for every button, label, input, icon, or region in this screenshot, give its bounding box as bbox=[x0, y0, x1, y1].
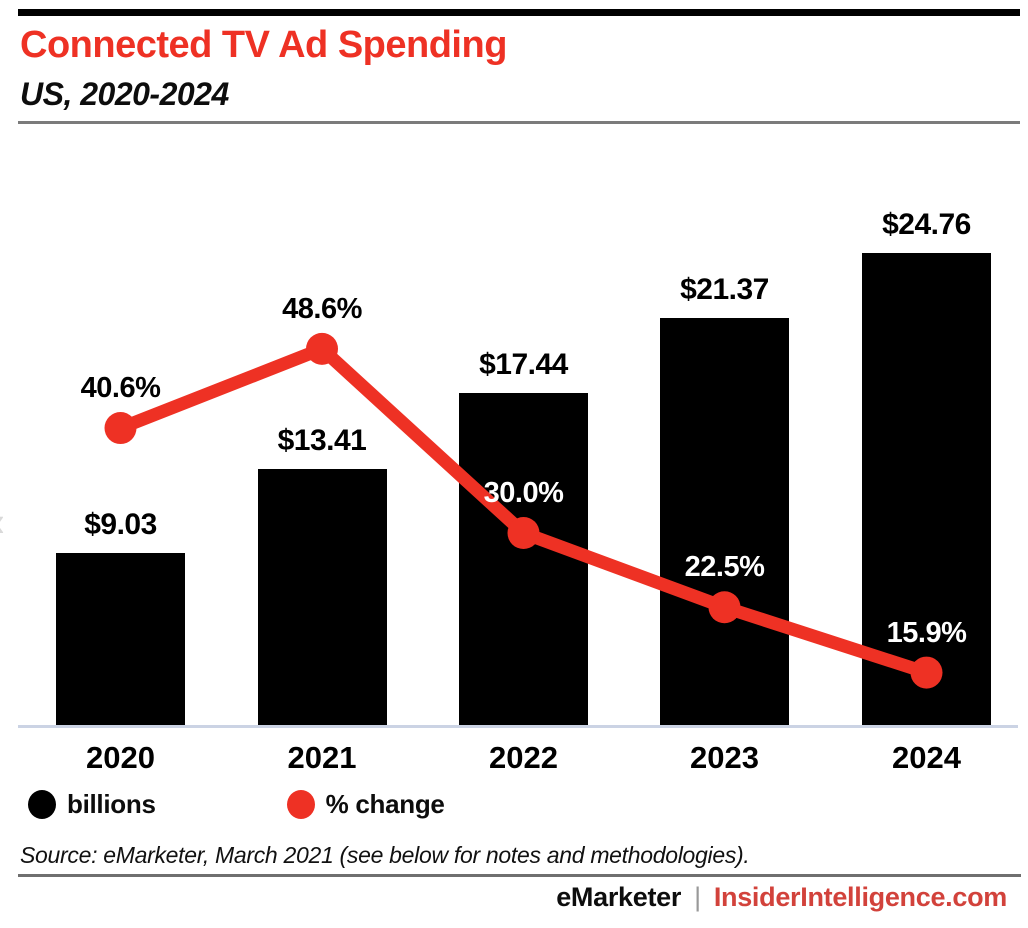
bar-value-label-2024: $24.76 bbox=[882, 208, 971, 242]
legend-bars-label: billions bbox=[67, 789, 156, 819]
footer-branding: eMarketer | InsiderIntelligence.com bbox=[556, 882, 1007, 913]
x-axis-label-2020: 2020 bbox=[86, 740, 155, 775]
chart-legend: billions % change bbox=[28, 789, 445, 820]
pct-label-2020: 40.6% bbox=[80, 372, 161, 405]
page-title: Connected TV Ad Spending bbox=[20, 24, 507, 66]
footer-separator: | bbox=[694, 882, 701, 912]
footer-brand: eMarketer bbox=[556, 882, 682, 912]
footer-divider bbox=[18, 874, 1021, 877]
bar-2020 bbox=[56, 552, 185, 725]
pct-label-2021: 48.6% bbox=[282, 292, 362, 325]
bar-value-label-2023: $21.37 bbox=[680, 272, 769, 306]
bar-value-label-2020: $9.03 bbox=[84, 507, 157, 541]
carousel-prev-arrow-icon[interactable]: ‹ bbox=[0, 498, 5, 546]
bar-value-label-2021: $13.41 bbox=[277, 424, 367, 458]
bar-2023 bbox=[660, 317, 789, 725]
source-note: Source: eMarketer, March 2021 (see below… bbox=[20, 842, 750, 868]
bar-2022 bbox=[459, 392, 588, 725]
page-subtitle: US, 2020-2024 bbox=[20, 76, 229, 112]
x-axis-label-2021: 2021 bbox=[287, 740, 357, 775]
bar-2021 bbox=[257, 469, 387, 725]
header-divider bbox=[18, 121, 1020, 124]
x-axis-baseline bbox=[18, 725, 1018, 728]
pct-label-2022: 30.0% bbox=[483, 477, 564, 509]
pct-point-2020 bbox=[104, 412, 137, 445]
top-accent-bar bbox=[18, 9, 1020, 16]
x-axis-label-2024: 2024 bbox=[892, 740, 961, 775]
bar-2024 bbox=[862, 253, 991, 725]
legend-line-label: % change bbox=[325, 789, 445, 819]
x-axis-label-2023: 2023 bbox=[690, 740, 759, 775]
x-axis-label-2022: 2022 bbox=[489, 740, 558, 775]
pct-label-2023: 22.5% bbox=[684, 551, 765, 584]
legend-bar-swatch-icon bbox=[28, 790, 56, 819]
pct-label-2024: 15.9% bbox=[886, 616, 967, 649]
pct-point-2021 bbox=[306, 332, 338, 365]
footer-site-url: InsiderIntelligence.com bbox=[713, 882, 1007, 912]
bar-value-label-2022: $17.44 bbox=[479, 347, 568, 381]
legend-line-swatch-icon bbox=[286, 790, 315, 819]
